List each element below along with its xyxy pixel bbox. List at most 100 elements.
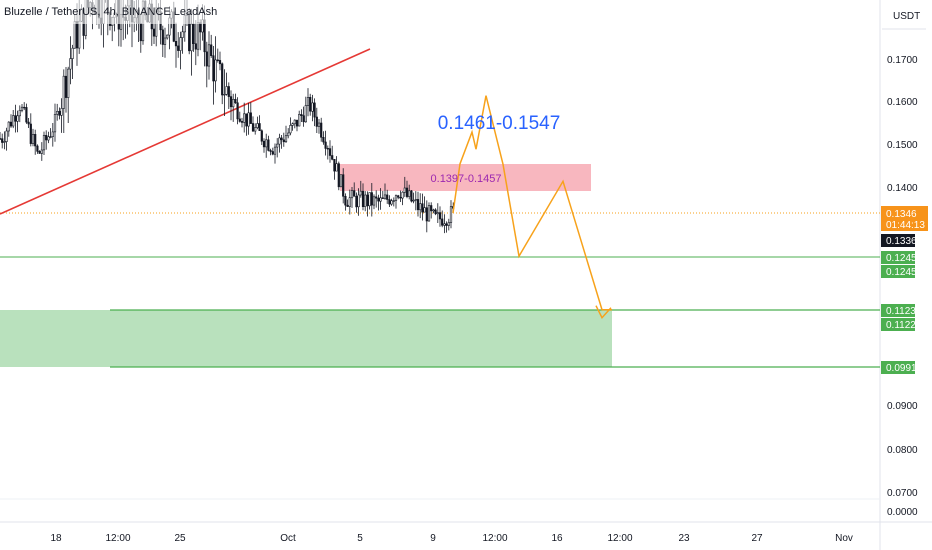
price-tick: 0.1600 (887, 97, 918, 108)
candle-body (51, 131, 54, 137)
price-tick: 0.1500 (887, 140, 918, 151)
candle-body (38, 151, 41, 154)
candle-body (5, 130, 8, 142)
candle-body (320, 122, 323, 138)
candle-body (280, 137, 283, 141)
price-tick: 0.1700 (887, 55, 918, 66)
time-tick: 25 (174, 533, 186, 544)
candle-body (210, 44, 213, 56)
candle-body (317, 122, 321, 127)
candle-body (361, 190, 365, 207)
candle-body (447, 222, 450, 226)
candle-body (47, 136, 50, 141)
candle-body (199, 22, 202, 33)
candle-body (14, 115, 17, 122)
candle-body (73, 21, 76, 49)
candle-body (331, 155, 334, 160)
candle-body (306, 97, 310, 106)
candle-body (67, 68, 70, 98)
candle-body (289, 125, 292, 134)
candle-body (432, 209, 435, 212)
candle-body (62, 75, 65, 109)
candle-body (192, 23, 195, 45)
candle-body (34, 134, 37, 147)
candle-body (58, 111, 61, 116)
candle-body (64, 75, 68, 98)
candle-body (339, 174, 343, 188)
price-badge-0991: 0.0991 (881, 361, 917, 374)
candle-body (269, 150, 272, 152)
candle-body (265, 139, 268, 148)
time-tick: 12:00 (105, 533, 130, 544)
candle-body (322, 137, 325, 143)
candle-body (71, 47, 74, 59)
candle-body (234, 99, 237, 104)
candle-body (20, 106, 24, 111)
candle-body (1, 138, 4, 143)
candle-body (366, 194, 369, 207)
price-tick: 0.0900 (887, 401, 918, 412)
candle-body (355, 196, 358, 208)
candle-body (399, 197, 402, 199)
candle-body (276, 143, 279, 148)
ascending-trendline (0, 48, 371, 215)
candle-body (152, 28, 156, 37)
candle-body (394, 195, 398, 201)
candle-body (357, 194, 360, 208)
candle-body (311, 102, 314, 112)
candle-body (421, 203, 424, 213)
candle-body (344, 196, 347, 206)
badge-text: 0.0991 (886, 363, 917, 374)
candle-body (0, 138, 2, 140)
candle-body (7, 121, 10, 132)
candle-body (60, 108, 63, 116)
symbol-title[interactable]: Bluzelle / TetherUS, 4h, BINANCE LeadAsh (4, 6, 217, 18)
candle-body (179, 37, 182, 51)
candle-body (227, 86, 230, 97)
time-tick: 9 (430, 533, 436, 544)
candle-body (214, 59, 217, 82)
candle-body (225, 86, 228, 95)
candle-body (304, 105, 307, 123)
candle-body (326, 148, 329, 150)
candle-body (346, 204, 349, 207)
candle-body (161, 29, 164, 45)
candle-body (218, 60, 222, 65)
candle-body (166, 34, 169, 39)
countdown-text: 01:44:13 (886, 220, 925, 231)
candle-body (254, 127, 257, 132)
currency-label[interactable]: USDT (893, 11, 920, 22)
candle-body (258, 123, 261, 131)
candle-body (3, 141, 6, 143)
price-tick: 0.0700 (887, 488, 918, 499)
time-tick: 16 (551, 533, 563, 544)
candle-body (45, 135, 48, 141)
time-tick: 12:00 (607, 533, 632, 544)
candle-body (403, 187, 406, 193)
candle-body (333, 159, 336, 172)
candle-body (163, 37, 167, 45)
candle-body (315, 116, 318, 127)
time-tick: Oct (280, 533, 296, 544)
candle-body (25, 107, 28, 123)
candle-body (335, 163, 338, 172)
candle-body (243, 113, 246, 123)
candle-body (337, 163, 340, 188)
candle-body (282, 139, 285, 143)
candle-body (229, 96, 233, 108)
candle-body (247, 112, 250, 127)
candle-body (436, 212, 439, 215)
candle-body (364, 194, 367, 207)
candle-body (412, 199, 415, 202)
candle-body (324, 141, 327, 149)
price-badge-1122: 0.1122 (881, 318, 916, 331)
candle-body (174, 40, 178, 47)
candle-body (27, 121, 30, 125)
candle-body (75, 21, 79, 49)
candle-body (423, 207, 426, 213)
candle-body (441, 218, 444, 226)
badge-text: 0.1122 (886, 320, 916, 331)
price-badge-1245-a: 0.1245 (881, 251, 917, 264)
candle-body (445, 223, 448, 226)
